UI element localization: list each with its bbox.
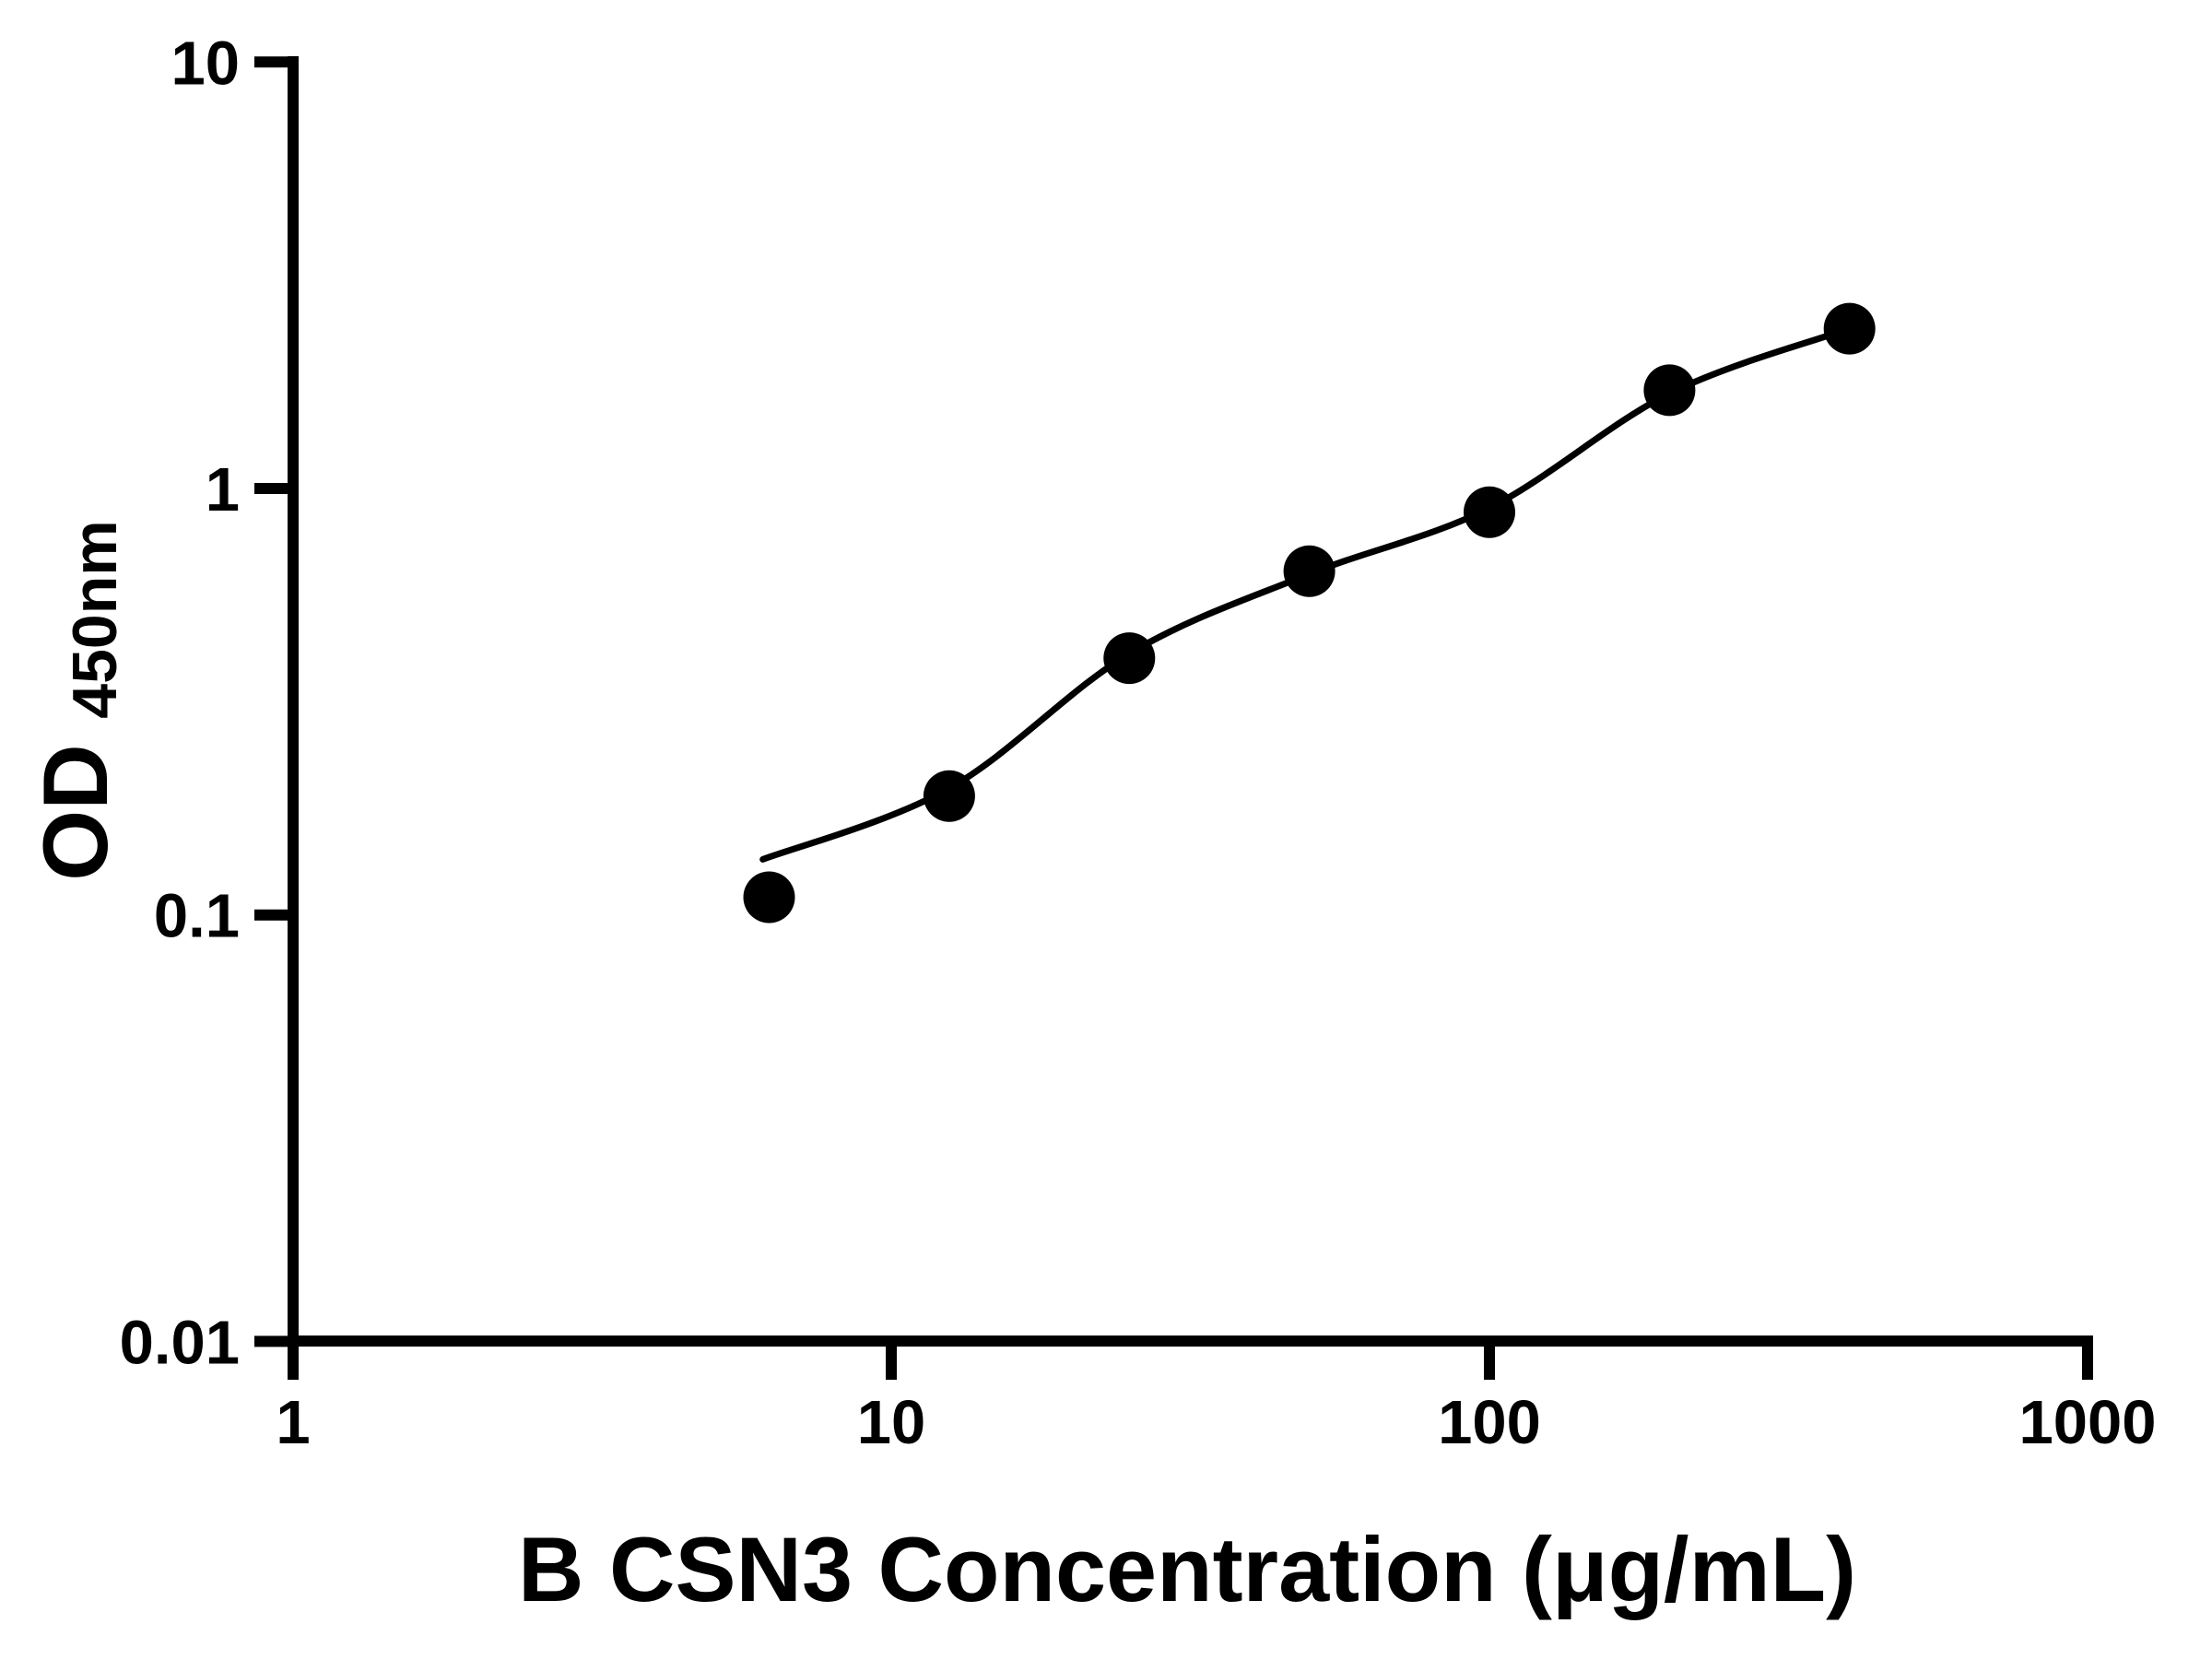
y-tick-label: 0.1 <box>154 882 240 951</box>
data-point <box>1643 364 1696 417</box>
data-points <box>743 302 1876 924</box>
x-tick-label: 1000 <box>2018 1388 2156 1457</box>
x-axis-title: B CSN3 Concentration (μg/mL) <box>518 1518 1856 1620</box>
data-point <box>1823 302 1876 355</box>
data-point <box>743 871 795 924</box>
x-tick-label: 10 <box>857 1388 926 1457</box>
x-tick-label: 1 <box>276 1388 310 1457</box>
y-axis-title-subscript: 450nm <box>60 520 130 718</box>
y-tick-label: 1 <box>206 455 240 524</box>
y-tick-label: 10 <box>171 29 240 98</box>
y-axis: 10 1 0.1 0.01 <box>120 29 299 1377</box>
x-axis-ticks <box>288 1341 2093 1380</box>
y-axis-tick-labels: 10 1 0.1 0.01 <box>120 29 240 1377</box>
y-axis-title-main: OD <box>24 744 126 881</box>
x-tick-label: 100 <box>1438 1388 1541 1457</box>
y-tick-label: 0.01 <box>120 1308 240 1377</box>
y-axis-title: OD 450nm <box>24 520 130 880</box>
data-point <box>1464 486 1515 538</box>
data-point <box>1103 632 1156 685</box>
x-axis: 1 10 100 1000 <box>276 1335 2157 1457</box>
data-point <box>1283 545 1335 597</box>
data-point <box>923 770 975 822</box>
y-axis-ticks <box>254 56 293 1347</box>
x-axis-tick-labels: 1 10 100 1000 <box>276 1388 2156 1457</box>
